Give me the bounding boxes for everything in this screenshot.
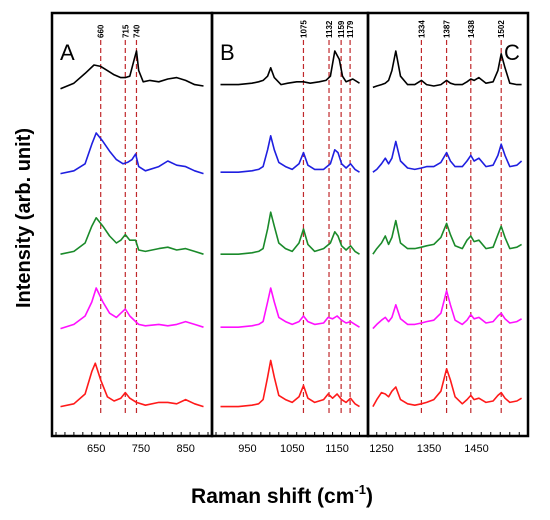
spectrum-line: [372, 140, 523, 173]
panel-frame: [366, 11, 530, 438]
peak-label: 1132: [325, 20, 334, 38]
spectrum-line: [220, 287, 360, 328]
peak-label: 1438: [467, 20, 476, 38]
panel-c: 1250 1350 1450 1334 1387 1438 1502 C: [366, 11, 530, 455]
x-tick-label: 950: [238, 443, 256, 455]
panel-letter: B: [220, 40, 235, 65]
panel-a: 650 750 850 660 715 740 A: [50, 11, 214, 455]
x-tick-label: 1450: [464, 443, 488, 455]
spectrum-line: [372, 50, 522, 89]
x-axis-label-main: Raman shift (cm: [191, 485, 354, 508]
spectrum-line: [372, 368, 523, 407]
x-tick-label: 1150: [325, 443, 349, 455]
x-tick-label: 650: [87, 443, 105, 455]
spectrum-line: [60, 287, 204, 330]
x-tick-label: 850: [176, 443, 194, 455]
panel-letter: A: [60, 40, 75, 65]
panel-frame: [50, 11, 214, 438]
panel-letter: C: [504, 40, 520, 65]
spectrum-line: [220, 135, 360, 173]
spectrum-line: [220, 50, 360, 86]
spectrum-line: [60, 217, 204, 255]
peak-label: 1387: [443, 20, 452, 38]
spectrum-line: [60, 362, 204, 408]
panel-frame: [210, 11, 370, 438]
peak-label: 1502: [497, 20, 506, 38]
peak-label: 1179: [346, 20, 355, 38]
panel-b: 950 1050 1150 1075 1132 1159 1179 B: [210, 11, 370, 455]
x-axis-label-close: ): [366, 485, 373, 508]
x-tick-label: 1250: [369, 443, 393, 455]
x-tick-label: 750: [132, 443, 150, 455]
spectrum-line: [220, 359, 360, 408]
x-axis-label-sup: -1: [354, 482, 366, 497]
y-axis-label: Intensity (arb. unit): [13, 128, 35, 308]
peak-label: 660: [97, 24, 106, 38]
spectrum-line: [60, 132, 204, 175]
peak-label: 1334: [417, 20, 426, 38]
spectrum-line: [372, 290, 523, 330]
x-axis-label: Raman shift (cm-1): [191, 482, 373, 508]
peak-label: 1075: [299, 20, 308, 38]
peak-label: 1159: [337, 20, 346, 38]
x-tick-label: 1050: [280, 443, 304, 455]
spectrum-line: [60, 50, 204, 90]
peak-label: 715: [121, 24, 130, 38]
peak-label: 740: [132, 24, 141, 38]
x-tick-label: 1350: [417, 443, 441, 455]
spectrum-line: [220, 211, 360, 255]
spectrum-line: [372, 219, 523, 255]
